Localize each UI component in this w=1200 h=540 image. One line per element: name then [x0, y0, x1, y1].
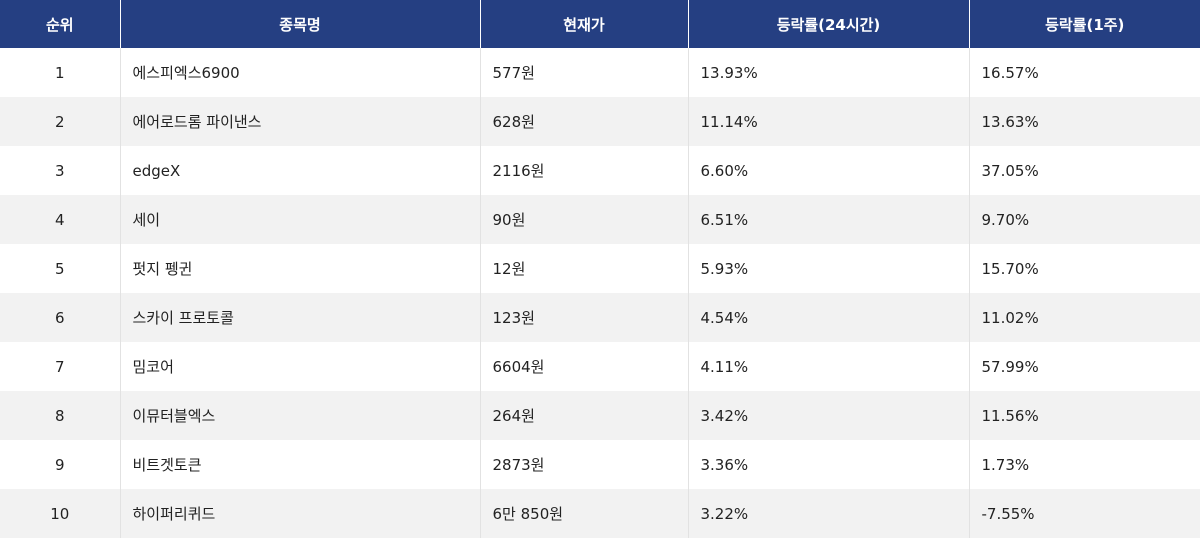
table-row: 8 이뮤터블엑스 264원 3.42% 11.56% [0, 391, 1200, 440]
header-cell: 등락률(1주) [969, 0, 1200, 48]
table-cell: 13.63% [969, 97, 1200, 146]
table-cell: 57.99% [981, 357, 1039, 376]
table-cell: 9.70% [969, 195, 1200, 244]
table-cell: 10 [0, 489, 121, 538]
table-cell: 펏지 펭귄 [120, 244, 481, 293]
table-cell: 264원 [480, 391, 689, 440]
table-cell: 15.70% [981, 259, 1039, 278]
table-cell: 에어로드롬 파이낸스 [120, 97, 481, 146]
table-cell: 비트겟토큰 [120, 440, 481, 489]
table-row: 3 edgeX 2116원 6.60% 37.05% [0, 146, 1200, 195]
table-cell: 1 [0, 48, 121, 97]
table-cell: 3 [0, 146, 121, 195]
table-cell: 5.93% [688, 244, 970, 293]
header-cell: 등락률(24시간) [688, 0, 970, 48]
table-cell: 에스피엑스6900 [120, 48, 481, 97]
table-cell: 90원 [480, 195, 689, 244]
table-cell: 3.36% [688, 440, 970, 489]
table-cell: 1.73% [981, 455, 1030, 474]
table-cell: 12원 [480, 244, 689, 293]
table-cell: 5 [0, 244, 121, 293]
table-cell: 밈코어 [120, 342, 481, 391]
table-cell: 11.56% [969, 391, 1200, 440]
table-cell: 37.05% [981, 161, 1039, 180]
table-cell: 스카이 프로토콜 [120, 293, 481, 342]
table-cell: edgeX [120, 146, 481, 195]
table-cell: 3.22% [688, 489, 970, 538]
table-cell: 16.57% [981, 63, 1039, 82]
header-cell: 순위 [0, 0, 121, 48]
table-cell: 6 [0, 293, 121, 342]
table-cell: 11.02% [969, 293, 1200, 342]
table-cell: 3.42% [688, 391, 970, 440]
table-cell: 4.11% [688, 342, 970, 391]
table-cell: 9 [0, 440, 121, 489]
table-cell: 123원 [480, 293, 689, 342]
table-row: 4 세이 90원 6.51% 9.70% [0, 195, 1200, 244]
table-cell: 6.60% [688, 146, 970, 195]
table-cell: 2873원 [480, 440, 689, 489]
table-cell: -7.55% [969, 489, 1200, 538]
table-cell: 577원 [480, 48, 689, 97]
header-cell: 종목명 [120, 0, 481, 48]
table-cell: 13.93% [688, 48, 970, 97]
header-cell: 현재가 [480, 0, 689, 48]
table-cell: 세이 [120, 195, 481, 244]
table-cell: 6.51% [688, 195, 970, 244]
table-row: 5 펏지 펭귄 12원 5.93% 15.70% [0, 244, 1200, 293]
table-body: 1 에스피엑스6900 577원 13.93% 16.57% 2 에어로드롬 파이낸스 628… [0, 48, 1200, 538]
table-row: 7 밈코어 6604원 4.11% 57.99% [0, 342, 1200, 391]
table-cell: 628원 [480, 97, 689, 146]
table-cell: 이뮤터블엑스 [120, 391, 481, 440]
table-cell: 7 [0, 342, 121, 391]
table-row: 1 에스피엑스6900 577원 13.93% 16.57% [0, 48, 1200, 97]
table-cell: 4.54% [688, 293, 970, 342]
table-row: 6 스카이 프로토콜 123원 4.54% 11.02% [0, 293, 1200, 342]
table-cell: 8 [0, 391, 121, 440]
table-cell: 2 [0, 97, 121, 146]
table-cell: 2116원 [480, 146, 689, 195]
table-row: 2 에어로드롬 파이낸스 628원 11.14% 13.63% [0, 97, 1200, 146]
table-row: 9 비트겟토큰 2873원 3.36% 1.73% [0, 440, 1200, 489]
table-cell: 하이퍼리퀴드 [120, 489, 481, 538]
table-cell: 4 [0, 195, 121, 244]
table-row: 10 하이퍼리퀴드 6만 850원 3.22% -7.55% [0, 489, 1200, 538]
table-cell: 11.14% [688, 97, 970, 146]
table-cell: 6604원 [480, 342, 689, 391]
table-cell: 6만 850원 [480, 489, 689, 538]
header-row: 순위 종목명 현재가 등락률(24시간) 등락률(1주) [0, 0, 1200, 48]
